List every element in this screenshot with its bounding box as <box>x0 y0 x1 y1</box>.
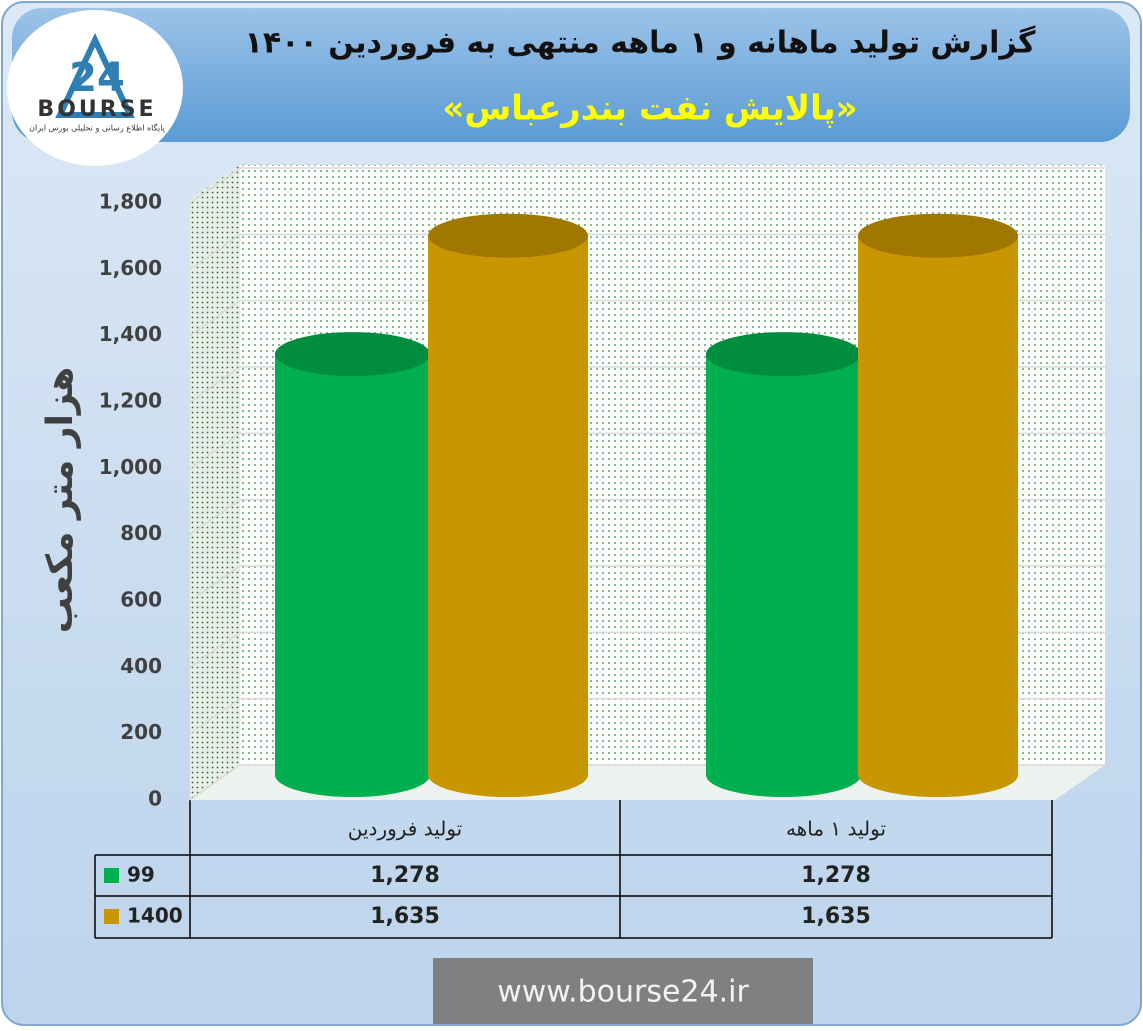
grid-line <box>189 233 241 270</box>
logo-mark: 24 <box>69 55 125 101</box>
x-tick-label: تولید ۱ ماهه <box>786 817 886 841</box>
grid-line <box>189 167 241 204</box>
grid-line <box>189 432 241 469</box>
table-value: 1,635 <box>801 904 871 929</box>
bar-cap <box>706 332 861 377</box>
logo-shape <box>55 32 135 118</box>
y-tick-label: 1,400 <box>99 322 162 346</box>
data-table <box>94 800 1053 939</box>
bar <box>858 235 1018 798</box>
grid-line <box>189 499 241 536</box>
y-tick-label: 200 <box>120 720 162 744</box>
y-tick-label: 1,000 <box>99 455 162 479</box>
grid-line <box>189 631 241 668</box>
bar <box>428 235 588 798</box>
grid-line <box>189 698 241 735</box>
bar-cap <box>428 213 588 258</box>
header-banner <box>12 8 1130 142</box>
y-tick-label: 800 <box>120 521 162 545</box>
footer-box <box>433 958 813 1024</box>
x-tick-label: تولید فروردین <box>348 817 463 841</box>
grid-line <box>189 764 241 801</box>
y-axis-label: هزار متر مکعب <box>40 367 81 634</box>
logo-name: BOURSE <box>37 97 156 122</box>
bar <box>706 354 861 797</box>
grid-line <box>189 366 241 403</box>
table-value: 1,278 <box>370 863 440 888</box>
logo-bg <box>7 10 183 166</box>
bar <box>275 354 430 797</box>
chart-subtitle: «پالایش نفت بندرعباس» <box>442 89 857 129</box>
legend-swatch <box>104 868 119 883</box>
y-tick-label: 600 <box>120 588 162 612</box>
bar-cap <box>858 213 1018 258</box>
y-tick-label: 1,600 <box>99 256 162 280</box>
legend-label: 1400 <box>127 904 183 928</box>
logo-tagline: پایگاه اطلاع رسانی و تحلیلی بورس ایران <box>29 123 165 133</box>
table-value: 1,635 <box>370 904 440 929</box>
y-tick-label: 0 <box>148 787 162 811</box>
table-value: 1,278 <box>801 863 871 888</box>
y-tick-label: 1,800 <box>99 190 162 214</box>
y-tick-label: 400 <box>120 654 162 678</box>
grid-line <box>189 565 241 602</box>
legend-swatch <box>104 909 119 924</box>
bar-cap <box>275 332 430 377</box>
legend-label: 99 <box>127 863 155 887</box>
grid-line <box>189 300 241 337</box>
chart-title: گزارش تولید ماهانه و ۱ ماهه منتهی به فرو… <box>245 25 1037 61</box>
y-tick-label: 1,200 <box>99 389 162 413</box>
footer-url[interactable]: www.bourse24.ir <box>497 975 749 1010</box>
